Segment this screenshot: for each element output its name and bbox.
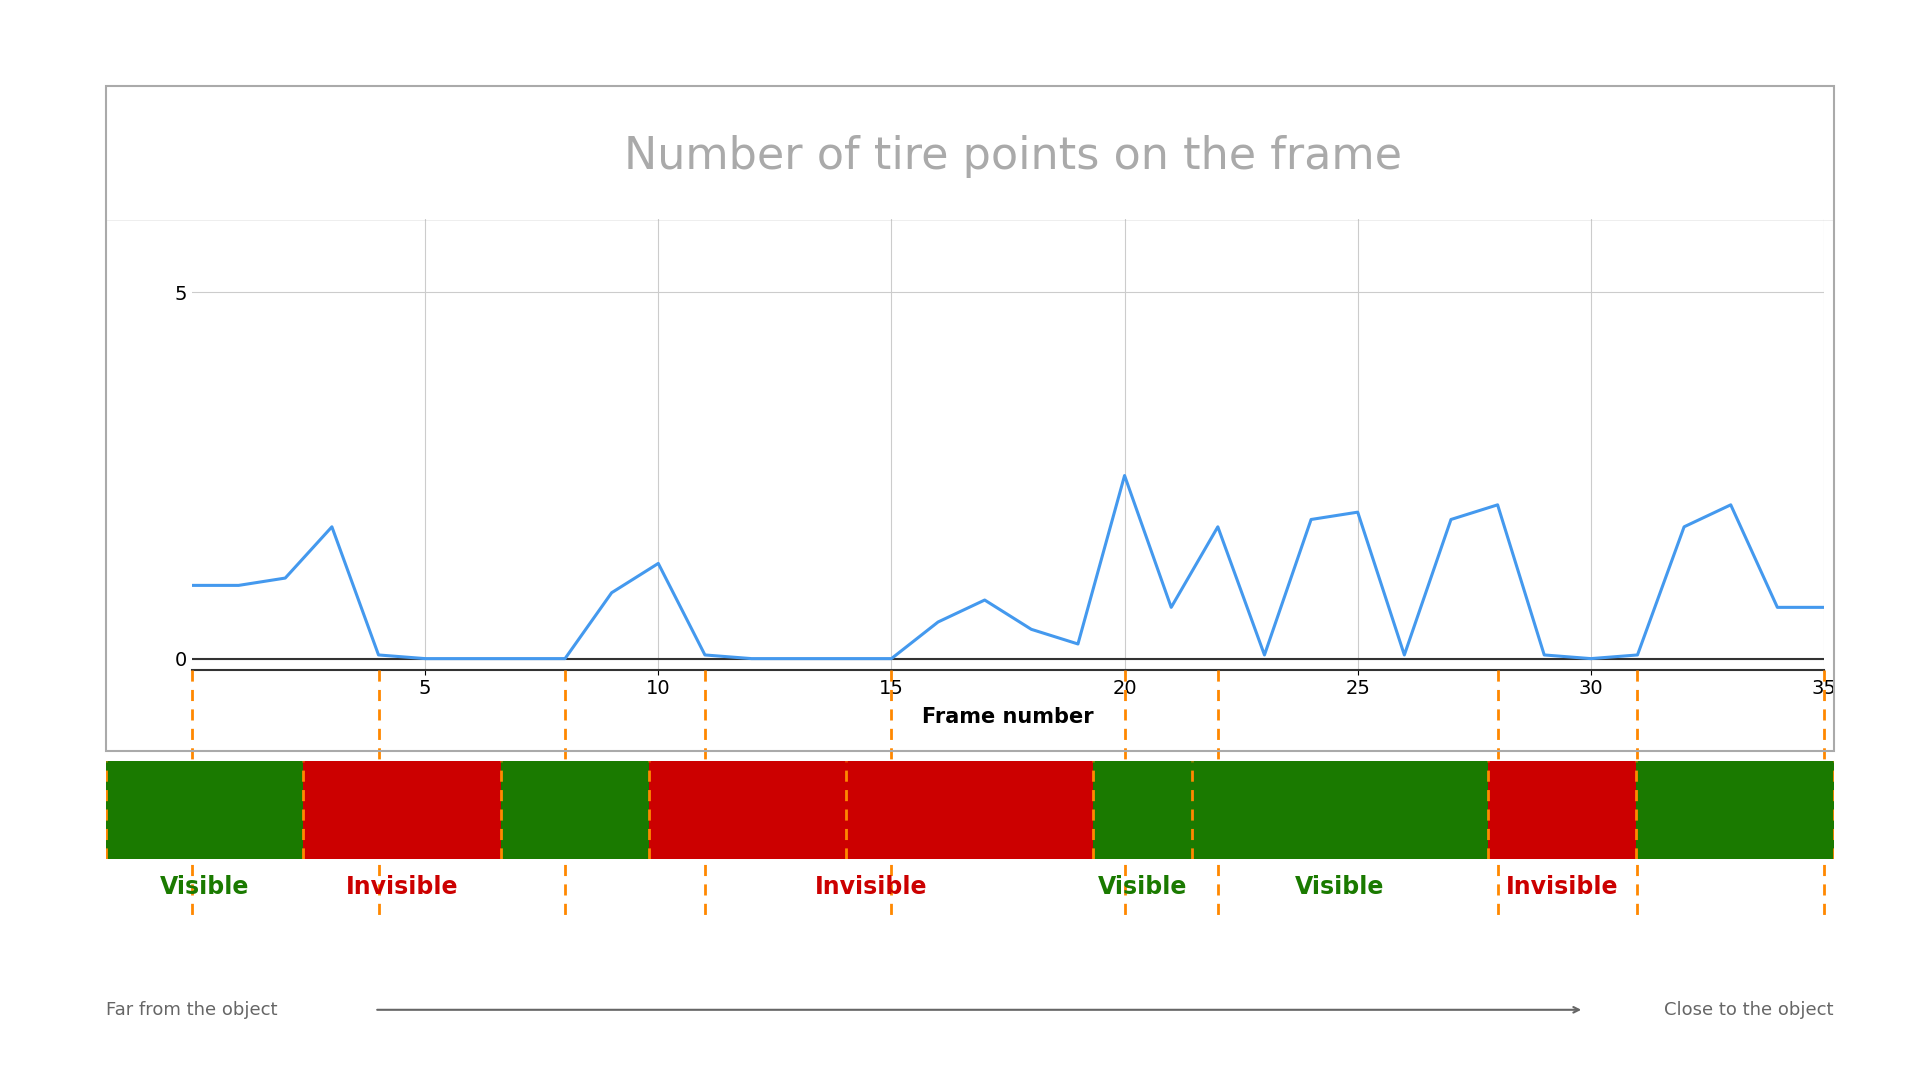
Bar (106, 761, 303, 859)
Bar (1636, 761, 1834, 859)
Text: Visible: Visible (1098, 875, 1187, 899)
Text: Visible: Visible (1296, 875, 1384, 899)
Text: Invisible: Invisible (346, 875, 459, 899)
Bar (649, 761, 1092, 859)
Text: Far from the object: Far from the object (106, 1001, 276, 1018)
Bar (1488, 761, 1636, 859)
X-axis label: Frame number: Frame number (922, 706, 1094, 727)
Text: Number of tire points on the frame: Number of tire points on the frame (624, 135, 1402, 178)
Text: Invisible: Invisible (814, 875, 927, 899)
Text: Invisible: Invisible (1505, 875, 1619, 899)
Bar (501, 761, 649, 859)
Text: Close to the object: Close to the object (1665, 1001, 1834, 1018)
Bar (1192, 761, 1488, 859)
Bar (303, 761, 501, 859)
Text: Visible: Visible (159, 875, 250, 899)
Bar (1092, 761, 1192, 859)
